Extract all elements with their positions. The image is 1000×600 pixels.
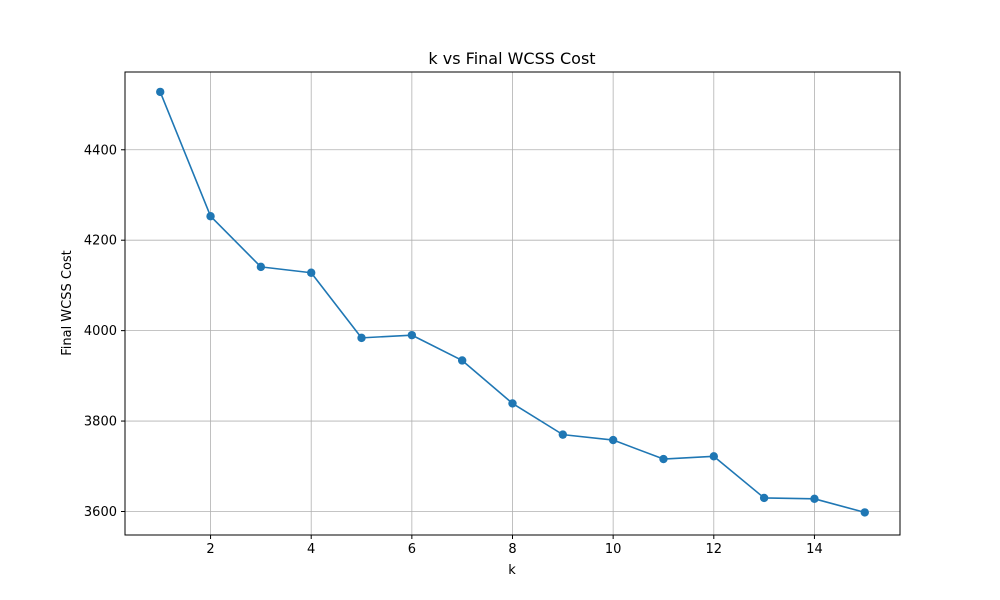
- data-point: [659, 454, 668, 464]
- y-tick-label: 4200: [84, 234, 117, 249]
- chart-title: k vs Final WCSS Cost: [428, 49, 595, 68]
- data-point: [156, 87, 165, 97]
- grid-lines: [125, 72, 900, 535]
- y-tick-label: 3600: [84, 505, 117, 520]
- y-tick-label: 4000: [84, 324, 117, 339]
- data-point: [508, 399, 517, 408]
- data-point: [759, 493, 769, 503]
- x-tick-label: 2: [206, 542, 214, 557]
- x-tick-label: 6: [408, 542, 416, 557]
- x-tick-label: 10: [605, 542, 622, 557]
- data-point: [558, 430, 568, 439]
- data-point: [357, 333, 366, 343]
- y-tick-label: 3800: [84, 415, 117, 430]
- data-point: [206, 212, 215, 221]
- data-point: [810, 494, 819, 504]
- data-point: [307, 268, 316, 277]
- x-tick-label: 4: [307, 542, 315, 557]
- axis-ticks: 2 4 6 8 10 12 14 3600 3800 4000 4200 4400: [84, 143, 823, 557]
- data-series: [156, 87, 869, 517]
- y-axis-label: Final WCSS Cost: [60, 250, 75, 356]
- data-point: [457, 356, 467, 365]
- x-tick-label: 14: [806, 542, 823, 557]
- x-axis-label: k: [508, 563, 516, 578]
- data-point: [860, 508, 869, 517]
- data-point: [608, 435, 618, 445]
- data-point: [256, 262, 266, 272]
- data-point: [709, 452, 718, 461]
- y-tick-label: 4400: [84, 143, 117, 158]
- x-tick-label: 8: [508, 542, 516, 557]
- data-point: [407, 330, 417, 340]
- x-tick-label: 12: [706, 542, 723, 557]
